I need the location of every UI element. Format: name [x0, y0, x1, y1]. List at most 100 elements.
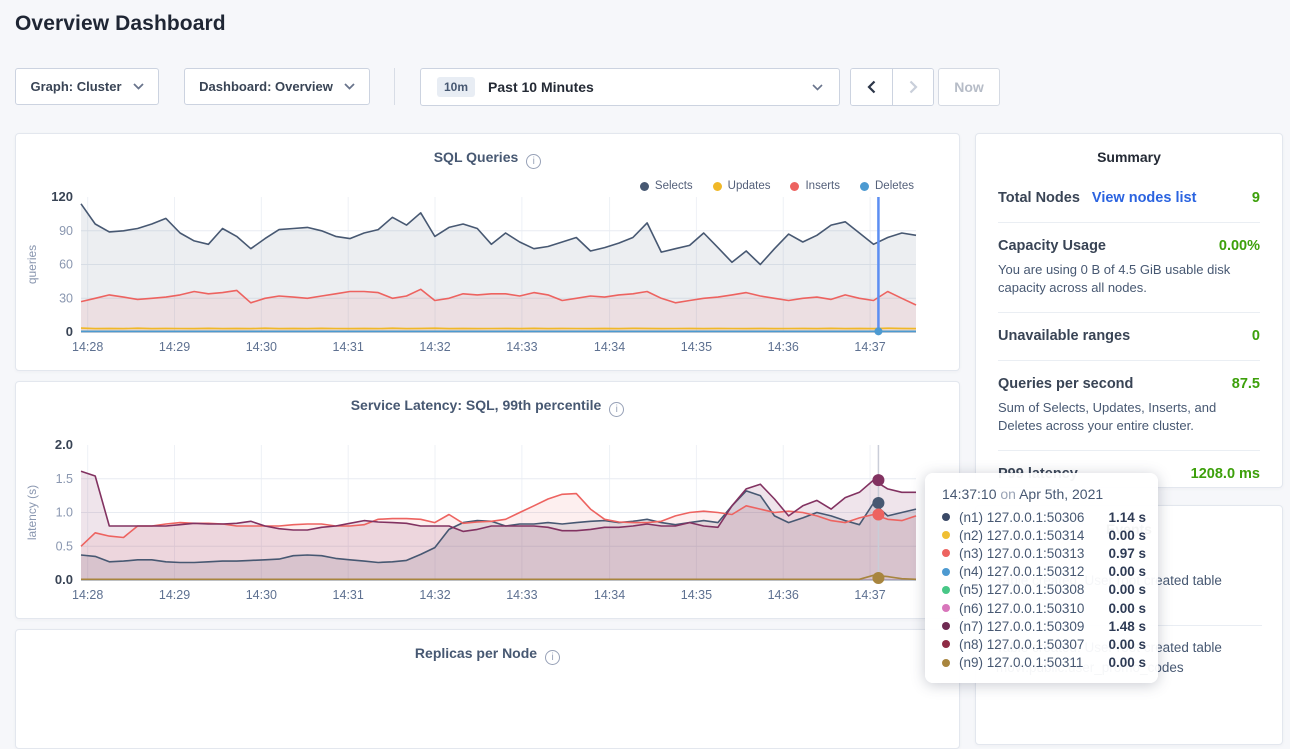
- chart-hover-tooltip: 14:37:10 on Apr 5th, 2021 (n1) 127.0.0.1…: [925, 473, 1158, 683]
- sql-queries-chart-title: SQL Queriesi: [16, 149, 959, 169]
- svg-text:0.0: 0.0: [55, 572, 73, 587]
- svg-text:60: 60: [59, 258, 73, 272]
- tooltip-node-value: 1.14 s: [1108, 510, 1146, 525]
- svg-text:queries: queries: [25, 245, 39, 284]
- time-step-forward-button[interactable]: [892, 69, 933, 105]
- svg-text:14:34: 14:34: [594, 588, 625, 602]
- node-color-dot-icon: [942, 568, 950, 576]
- controls-divider: [394, 68, 395, 105]
- dashboard-dropdown-label: Dashboard: Overview: [199, 79, 333, 94]
- node-color-dot-icon: [942, 640, 950, 648]
- tooltip-node-value: 0.00 s: [1108, 564, 1146, 579]
- time-range-label: Past 10 Minutes: [488, 79, 594, 95]
- svg-text:1.5: 1.5: [56, 472, 73, 486]
- svg-text:14:31: 14:31: [333, 340, 364, 354]
- svg-text:14:37: 14:37: [854, 340, 885, 354]
- chart-plot-area[interactable]: 14:2814:2914:3014:3114:3214:3314:3414:35…: [16, 192, 961, 364]
- svg-text:14:33: 14:33: [506, 588, 537, 602]
- now-button-label: Now: [954, 79, 984, 95]
- tooltip-node-address: (n2) 127.0.0.1:50314: [959, 528, 1108, 543]
- service-latency-chart-card: Service Latency: SQL, 99th percentilei 1…: [15, 381, 960, 619]
- tooltip-node-address: (n7) 127.0.0.1:50309: [959, 619, 1108, 634]
- svg-text:14:32: 14:32: [419, 340, 450, 354]
- tooltip-node-value: 0.00 s: [1108, 637, 1146, 652]
- chevron-down-icon: [344, 83, 355, 90]
- svg-text:14:33: 14:33: [506, 340, 537, 354]
- tooltip-node-address: (n4) 127.0.0.1:50312: [959, 564, 1108, 579]
- node-color-dot-icon: [942, 604, 950, 612]
- svg-text:14:28: 14:28: [72, 340, 103, 354]
- tooltip-node-address: (n3) 127.0.0.1:50313: [959, 546, 1108, 561]
- svg-text:1.0: 1.0: [56, 506, 73, 520]
- chart-plot-area[interactable]: 14:2814:2914:3014:3114:3214:3314:3414:35…: [16, 440, 961, 612]
- svg-text:14:34: 14:34: [594, 340, 625, 354]
- time-range-dropdown[interactable]: 10m Past 10 Minutes: [420, 68, 840, 106]
- svg-text:30: 30: [59, 291, 73, 305]
- legend-label: Deletes: [875, 180, 914, 192]
- svg-text:14:28: 14:28: [72, 588, 103, 602]
- time-step-buttons: [850, 68, 934, 106]
- legend-label: Updates: [728, 180, 771, 192]
- chevron-left-icon: [867, 80, 876, 94]
- svg-text:14:35: 14:35: [681, 340, 712, 354]
- summary-row: Queries per second87.5Sum of Selects, Up…: [998, 360, 1260, 450]
- node-color-dot-icon: [942, 586, 950, 594]
- chevron-down-icon: [812, 84, 823, 91]
- tooltip-node-row: (n9) 127.0.0.1:503110.00 s: [942, 654, 1146, 672]
- legend-dot-icon: [790, 182, 799, 191]
- svg-text:90: 90: [59, 224, 73, 238]
- chevron-down-icon: [133, 83, 144, 90]
- summary-row-description: Sum of Selects, Updates, Inserts, and De…: [998, 399, 1260, 434]
- legend-item-selects: Selects: [640, 180, 693, 192]
- node-color-dot-icon: [942, 659, 950, 667]
- summary-row: Unavailable ranges0: [998, 312, 1260, 360]
- tooltip-node-row: (n7) 127.0.0.1:503091.48 s: [942, 617, 1146, 635]
- info-icon[interactable]: i: [526, 154, 541, 169]
- dashboard-dropdown[interactable]: Dashboard: Overview: [184, 68, 370, 105]
- tooltip-node-address: (n8) 127.0.0.1:50307: [959, 637, 1108, 652]
- legend-item-updates: Updates: [713, 180, 771, 192]
- tooltip-node-address: (n9) 127.0.0.1:50311: [959, 655, 1108, 670]
- tooltip-rows: (n1) 127.0.0.1:503061.14 s(n2) 127.0.0.1…: [942, 508, 1146, 672]
- svg-text:14:36: 14:36: [768, 588, 799, 602]
- info-icon[interactable]: i: [545, 650, 560, 665]
- view-nodes-list-link[interactable]: View nodes list: [1092, 190, 1197, 206]
- node-color-dot-icon: [942, 531, 950, 539]
- tooltip-node-value: 0.00 s: [1108, 528, 1146, 543]
- summary-row-label: Unavailable ranges: [998, 328, 1130, 344]
- summary-row-value: 9: [1252, 190, 1260, 206]
- tooltip-node-row: (n3) 127.0.0.1:503130.97 s: [942, 544, 1146, 562]
- info-icon[interactable]: i: [609, 402, 624, 417]
- legend-dot-icon: [713, 182, 722, 191]
- chevron-right-icon: [909, 80, 918, 94]
- node-color-dot-icon: [942, 549, 950, 557]
- summary-row-value: 1208.0 ms: [1191, 466, 1260, 482]
- sql-queries-chart-card: SQL Queriesi Selects Updates Inserts Delete…: [15, 133, 960, 371]
- svg-text:latency (s): latency (s): [25, 485, 39, 540]
- tooltip-timestamp: 14:37:10 on Apr 5th, 2021: [942, 486, 1146, 502]
- svg-text:14:37: 14:37: [854, 588, 885, 602]
- summary-row-label: Capacity Usage: [998, 238, 1106, 254]
- summary-row: Capacity Usage0.00%You are using 0 B of …: [998, 222, 1260, 312]
- time-range-badge: 10m: [437, 77, 475, 97]
- svg-text:14:36: 14:36: [768, 340, 799, 354]
- svg-text:14:35: 14:35: [681, 588, 712, 602]
- node-color-dot-icon: [942, 622, 950, 630]
- summary-panel-title: Summary: [976, 149, 1282, 165]
- tooltip-node-value: 0.00 s: [1108, 601, 1146, 616]
- now-button[interactable]: Now: [938, 68, 1000, 106]
- tooltip-node-value: 0.00 s: [1108, 655, 1146, 670]
- tooltip-node-address: (n6) 127.0.0.1:50310: [959, 601, 1108, 616]
- summary-row-label: Total Nodes: [998, 190, 1080, 206]
- tooltip-node-value: 1.48 s: [1108, 619, 1146, 634]
- summary-rows: Total Nodes View nodes list 9 Capacity Usag…: [998, 175, 1260, 498]
- graph-dropdown[interactable]: Graph: Cluster: [15, 68, 159, 105]
- legend-item-inserts: Inserts: [790, 180, 840, 192]
- legend-item-deletes: Deletes: [860, 180, 914, 192]
- time-step-back-button[interactable]: [851, 69, 892, 105]
- tooltip-node-address: (n5) 127.0.0.1:50308: [959, 582, 1108, 597]
- svg-text:14:30: 14:30: [246, 588, 277, 602]
- page-title: Overview Dashboard: [15, 12, 226, 36]
- tooltip-node-address: (n1) 127.0.0.1:50306: [959, 510, 1108, 525]
- svg-text:14:29: 14:29: [159, 340, 190, 354]
